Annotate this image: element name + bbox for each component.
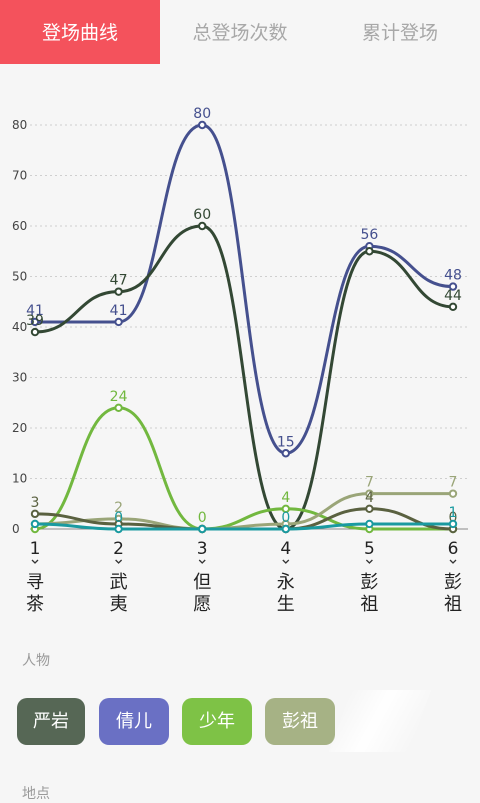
- data-point: [365, 489, 374, 498]
- data-point: [281, 449, 290, 458]
- data-point: [198, 221, 207, 231]
- data-label: 0: [449, 510, 458, 526]
- data-label: 1: [449, 505, 458, 521]
- x-category-name: 但: [193, 572, 211, 593]
- x-category-name: 夷: [110, 594, 128, 615]
- data-label: 0: [198, 510, 207, 526]
- x-tick-label: 4: [280, 539, 291, 559]
- x-tick-label: 6: [448, 539, 459, 559]
- data-point: [448, 489, 458, 498]
- data-label: 41: [110, 303, 128, 319]
- x-tick-label: 2: [113, 539, 124, 559]
- x-category-name: 祖: [360, 594, 378, 615]
- y-tick-label: 70: [12, 169, 27, 183]
- data-label: 56: [360, 227, 378, 243]
- data-point: [114, 317, 123, 327]
- data-label: 0: [114, 510, 123, 526]
- data-label: 41: [26, 303, 44, 319]
- data-label: 4: [365, 490, 374, 506]
- data-label: 24: [110, 389, 128, 405]
- data-point: [30, 327, 40, 337]
- data-label: 7: [449, 475, 458, 491]
- chevron-down-icon: [115, 559, 123, 564]
- data-point: [30, 317, 40, 327]
- data-point: [365, 504, 374, 513]
- chevron-down-icon: [365, 559, 373, 564]
- data-point: [114, 524, 123, 534]
- chevron-down-icon: [449, 559, 457, 564]
- series-line: [33, 123, 455, 455]
- y-tick-label: 40: [12, 320, 27, 334]
- section-label-places: 地点: [22, 786, 50, 802]
- x-category-name: 寻: [26, 572, 44, 593]
- data-label: 7: [365, 475, 374, 491]
- y-tick-label: 30: [12, 371, 27, 385]
- chevron-down-icon: [198, 559, 206, 564]
- data-label: 48: [444, 268, 462, 284]
- data-label: 39: [26, 313, 44, 329]
- x-category-name: 茶: [26, 594, 44, 615]
- y-tick-label: 10: [12, 472, 27, 486]
- chevron-down-icon: [31, 559, 39, 564]
- section-label-people: 人物: [22, 653, 50, 669]
- x-category-name: 祖: [444, 594, 462, 615]
- data-point: [114, 403, 123, 412]
- data-label: 60: [193, 207, 211, 223]
- data-point: [114, 287, 123, 296]
- chevron-down-icon: [282, 559, 290, 564]
- data-label: 0: [281, 510, 290, 526]
- x-tick-label: 3: [197, 539, 208, 559]
- data-point: [448, 519, 458, 529]
- data-point: [198, 120, 207, 130]
- chip-yanyan[interactable]: 严岩: [17, 698, 85, 745]
- tab-total-appearances[interactable]: 总登场次数: [192, 22, 288, 44]
- data-label: 44: [444, 288, 462, 304]
- x-category-name: 武: [110, 572, 128, 593]
- data-point: [448, 302, 458, 312]
- scroll-fade-decoration: [328, 690, 432, 752]
- data-point: [448, 282, 458, 291]
- chip-pengzu[interactable]: 彭祖: [265, 698, 335, 745]
- y-tick-label: 80: [12, 118, 27, 132]
- x-category-name: 生: [277, 594, 295, 615]
- chip-shaonian[interactable]: 少年: [182, 698, 252, 745]
- x-tick-label: 1: [30, 539, 41, 559]
- y-tick-label: 0: [12, 522, 20, 536]
- data-point: [30, 509, 40, 519]
- tab-cumulative-appearances[interactable]: 累计登场: [361, 22, 438, 44]
- data-label: 80: [193, 106, 211, 122]
- y-tick-label: 20: [12, 421, 27, 435]
- data-label: 3: [31, 495, 40, 511]
- data-point: [198, 524, 207, 534]
- data-label: 2: [114, 500, 123, 516]
- tab-appearance-curve[interactable]: 登场曲线: [0, 0, 160, 64]
- x-category-name: 愿: [193, 594, 211, 615]
- data-label: 15: [277, 434, 295, 450]
- x-tick-label: 5: [364, 539, 375, 559]
- series-line: [33, 492, 455, 531]
- data-point: [281, 524, 290, 534]
- y-tick-label: 50: [12, 270, 27, 284]
- y-tick-label: 60: [12, 219, 27, 233]
- series-line: [33, 522, 455, 531]
- tab-bar: 登场曲线 总登场次数 累计登场: [0, 0, 480, 64]
- x-category-name: 彭: [444, 572, 462, 593]
- data-point: [281, 504, 290, 513]
- data-point: [30, 519, 40, 529]
- data-point: [365, 519, 374, 529]
- data-point: [365, 247, 374, 256]
- x-category-name: 彭: [360, 572, 378, 593]
- data-label: 4: [281, 490, 290, 506]
- x-category-name: 永: [277, 572, 295, 593]
- chip-qianer[interactable]: 倩儿: [99, 698, 169, 745]
- data-label: 47: [110, 273, 128, 289]
